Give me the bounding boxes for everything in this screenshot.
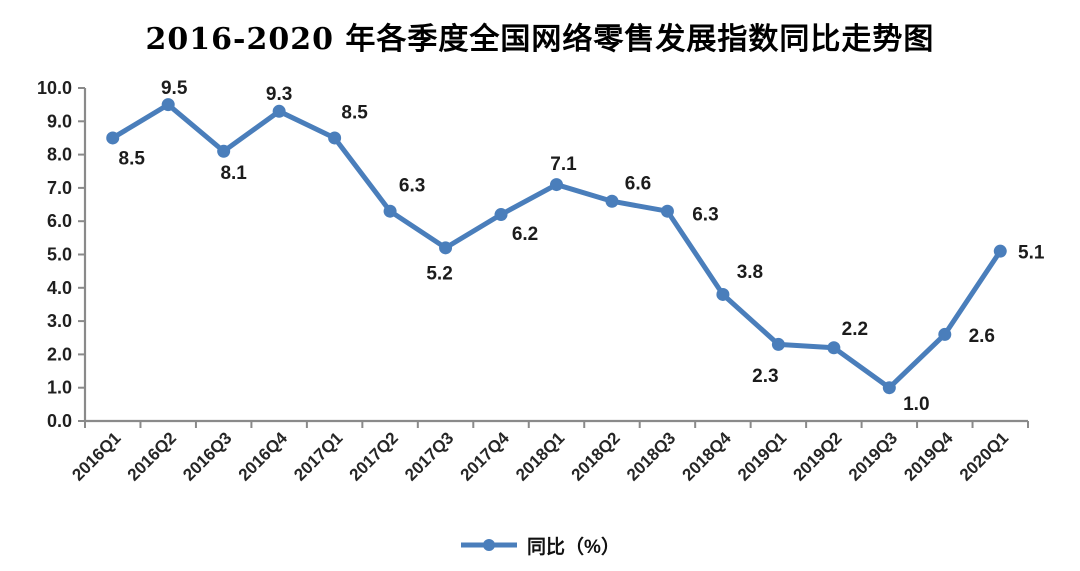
svg-text:10.0: 10.0 [37,78,72,98]
svg-text:2.2: 2.2 [842,319,868,340]
svg-text:2019Q1: 2019Q1 [734,428,790,484]
svg-text:7.0: 7.0 [47,178,72,198]
chart-title: 2016-2020 年各季度全国网络零售发展指数同比走势图 [145,22,935,57]
svg-text:9.0: 9.0 [47,111,72,131]
svg-text:2019Q2: 2019Q2 [789,428,845,484]
legend-series-label: 同比（%） [527,536,620,558]
legend: 同比（%） [0,530,1080,560]
svg-text:2018Q2: 2018Q2 [568,428,624,484]
svg-text:5.1: 5.1 [1018,243,1045,264]
svg-text:0.0: 0.0 [47,411,72,431]
svg-text:6.6: 6.6 [625,174,651,195]
svg-text:8.0: 8.0 [47,145,72,165]
svg-text:2.0: 2.0 [47,344,72,364]
svg-text:2019Q3: 2019Q3 [845,428,901,484]
svg-text:2018Q3: 2018Q3 [623,428,679,484]
svg-text:2.6: 2.6 [969,326,995,347]
svg-text:8.5: 8.5 [341,102,368,123]
svg-text:2016Q3: 2016Q3 [179,428,235,484]
svg-text:8.5: 8.5 [119,148,146,169]
svg-text:9.3: 9.3 [266,84,292,105]
svg-text:8.1: 8.1 [220,163,247,184]
svg-text:5.2: 5.2 [426,263,452,284]
svg-text:1.0: 1.0 [47,378,72,398]
svg-text:6.0: 6.0 [47,211,72,231]
svg-text:2016Q4: 2016Q4 [235,428,292,485]
svg-text:2019Q4: 2019Q4 [900,428,957,485]
svg-text:2.3: 2.3 [752,366,778,387]
svg-text:6.3: 6.3 [399,176,425,197]
svg-text:2017Q2: 2017Q2 [346,428,402,484]
svg-text:5.0: 5.0 [47,245,72,265]
svg-text:7.1: 7.1 [550,154,577,175]
svg-text:2018Q1: 2018Q1 [512,428,568,484]
svg-text:4.0: 4.0 [47,278,72,298]
svg-text:2017Q4: 2017Q4 [457,428,514,485]
svg-text:3.0: 3.0 [47,311,72,331]
svg-text:2018Q4: 2018Q4 [679,428,736,485]
svg-text:2016Q1: 2016Q1 [68,428,124,484]
svg-text:2017Q1: 2017Q1 [290,428,346,484]
svg-text:6.3: 6.3 [692,205,718,226]
svg-text:3.8: 3.8 [737,262,763,283]
svg-text:2016Q2: 2016Q2 [124,428,180,484]
svg-text:9.5: 9.5 [161,78,188,99]
svg-text:2017Q3: 2017Q3 [401,428,457,484]
legend-line-marker-icon [461,539,518,551]
svg-text:6.2: 6.2 [512,224,538,245]
svg-text:1.0: 1.0 [903,394,929,415]
svg-text:2020Q1: 2020Q1 [956,428,1012,484]
